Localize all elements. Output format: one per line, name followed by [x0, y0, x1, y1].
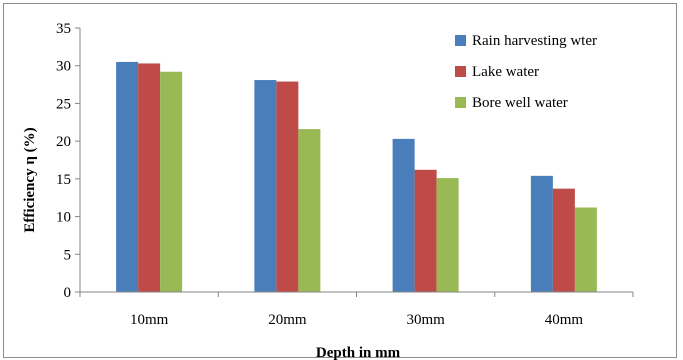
y-tick-label-6: 30	[56, 59, 71, 75]
x-tick-label-40mm: 40mm	[545, 312, 584, 328]
legend: Rain harvesting wter Lake water Bore well …	[455, 33, 597, 111]
bar-1-30mm	[392, 138, 415, 292]
bar-3-30mm	[436, 178, 459, 292]
legend-swatch-3	[455, 97, 466, 108]
bar-1-20mm	[254, 80, 277, 292]
y-tick-label-3: 15	[56, 172, 71, 188]
legend-label-3: Bore well water	[472, 95, 568, 111]
y-tick-label-4: 20	[56, 134, 71, 150]
bar-2-30mm	[414, 169, 437, 292]
bar-3-40mm	[574, 207, 597, 292]
bars	[116, 61, 597, 293]
x-tick-label-20mm: 20mm	[268, 312, 307, 328]
y-tick-label-0: 0	[64, 285, 72, 301]
legend-label-1: Rain harvesting wter	[472, 33, 597, 49]
axes	[79, 28, 634, 297]
y-axis-ticks: 0 5 10 15 20 25 30 35	[56, 21, 80, 301]
legend-swatch-2	[455, 66, 466, 77]
y-tick-label-2: 10	[56, 210, 71, 226]
x-axis-title: Depth in mm	[316, 345, 401, 360]
x-tick-label-30mm: 30mm	[406, 312, 445, 328]
y-tick-label-1: 5	[64, 247, 72, 263]
y-axis-title: Efficiency η (%)	[22, 127, 38, 232]
bar-1-40mm	[530, 175, 553, 292]
bar-2-20mm	[276, 81, 299, 292]
y-tick-label-5: 25	[56, 96, 71, 112]
y-tick-label-7: 35	[56, 21, 71, 37]
chart-frame	[3, 3, 677, 358]
bar-3-20mm	[298, 129, 321, 292]
bar-3-10mm	[160, 71, 183, 293]
legend-swatch-1	[455, 35, 466, 46]
bar-1-10mm	[116, 61, 139, 292]
bar-2-40mm	[552, 188, 575, 292]
x-tick-label-10mm: 10mm	[130, 312, 169, 328]
bar-2-10mm	[138, 63, 161, 292]
x-axis-ticks: 10mm 20mm 30mm 40mm	[130, 312, 583, 328]
legend-label-2: Lake water	[472, 64, 539, 80]
